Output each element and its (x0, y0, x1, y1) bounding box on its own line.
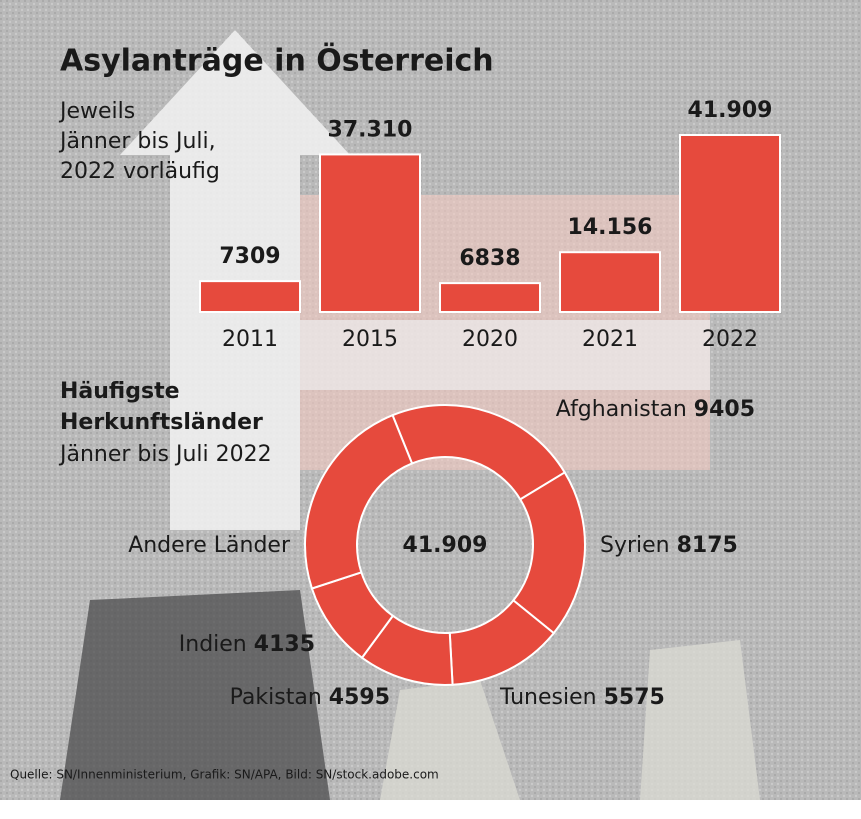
donut-subtitle: Jänner bis Juli 2022 (58, 442, 272, 467)
white-band (300, 320, 710, 390)
segment-label: Pakistan 4595 (230, 685, 390, 710)
value-label: 8175 (677, 533, 738, 558)
value-label: 41.909 (688, 98, 773, 123)
bar (199, 280, 301, 313)
category-name: Tunesien (499, 685, 597, 710)
source-note: Quelle: SN/Innenministerium, Grafik: SN/… (10, 768, 439, 782)
donut-title: Herkunftsländer (60, 410, 263, 435)
x-tick-label: 2020 (462, 327, 518, 352)
value-label: 4135 (254, 632, 315, 657)
bar (679, 134, 781, 313)
value-label: 4595 (329, 685, 390, 710)
x-tick-label: 2021 (582, 327, 638, 352)
bar (559, 251, 661, 313)
x-tick-label: 2015 (342, 327, 398, 352)
category-name: Syrien (600, 533, 670, 558)
x-tick-label: 2022 (702, 327, 758, 352)
value-label: 7309 (219, 244, 280, 269)
shoe-shapes (380, 640, 760, 800)
segment-label: Syrien 8175 (600, 533, 738, 558)
x-tick-label: 2011 (222, 327, 278, 352)
value-label: 9405 (694, 397, 755, 422)
chart-subtitle: Jeweils (58, 99, 135, 124)
value-label: 37.310 (328, 117, 413, 142)
value-label: 6838 (459, 246, 520, 271)
category-name: Afghanistan (556, 397, 687, 422)
segment-label: Indien 4135 (179, 632, 315, 657)
value-label: 14.156 (568, 215, 653, 240)
segment-label: Andere Länder (128, 533, 291, 558)
chart-subtitle: 2022 vorläufig (60, 159, 220, 184)
value-label: 5575 (604, 685, 665, 710)
bottom-strip (0, 800, 861, 819)
bag-shape (60, 590, 330, 800)
chart-subtitle: Jänner bis Juli, (58, 129, 216, 154)
donut-segment (304, 413, 414, 590)
arrow-marking (120, 30, 350, 530)
bar (319, 153, 421, 313)
segment-label: Afghanistan 9405 (556, 397, 755, 422)
category-name: Indien (179, 632, 247, 657)
donut-segment (391, 404, 567, 501)
category-name: Pakistan (230, 685, 322, 710)
segment-label: Tunesien 5575 (499, 685, 665, 710)
donut-title: Häufigste (60, 379, 180, 404)
chart-title: Asylanträge in Österreich (60, 42, 494, 79)
donut-total: 41.909 (403, 533, 488, 558)
bar (439, 282, 541, 314)
category-name: Andere Länder (128, 533, 291, 558)
